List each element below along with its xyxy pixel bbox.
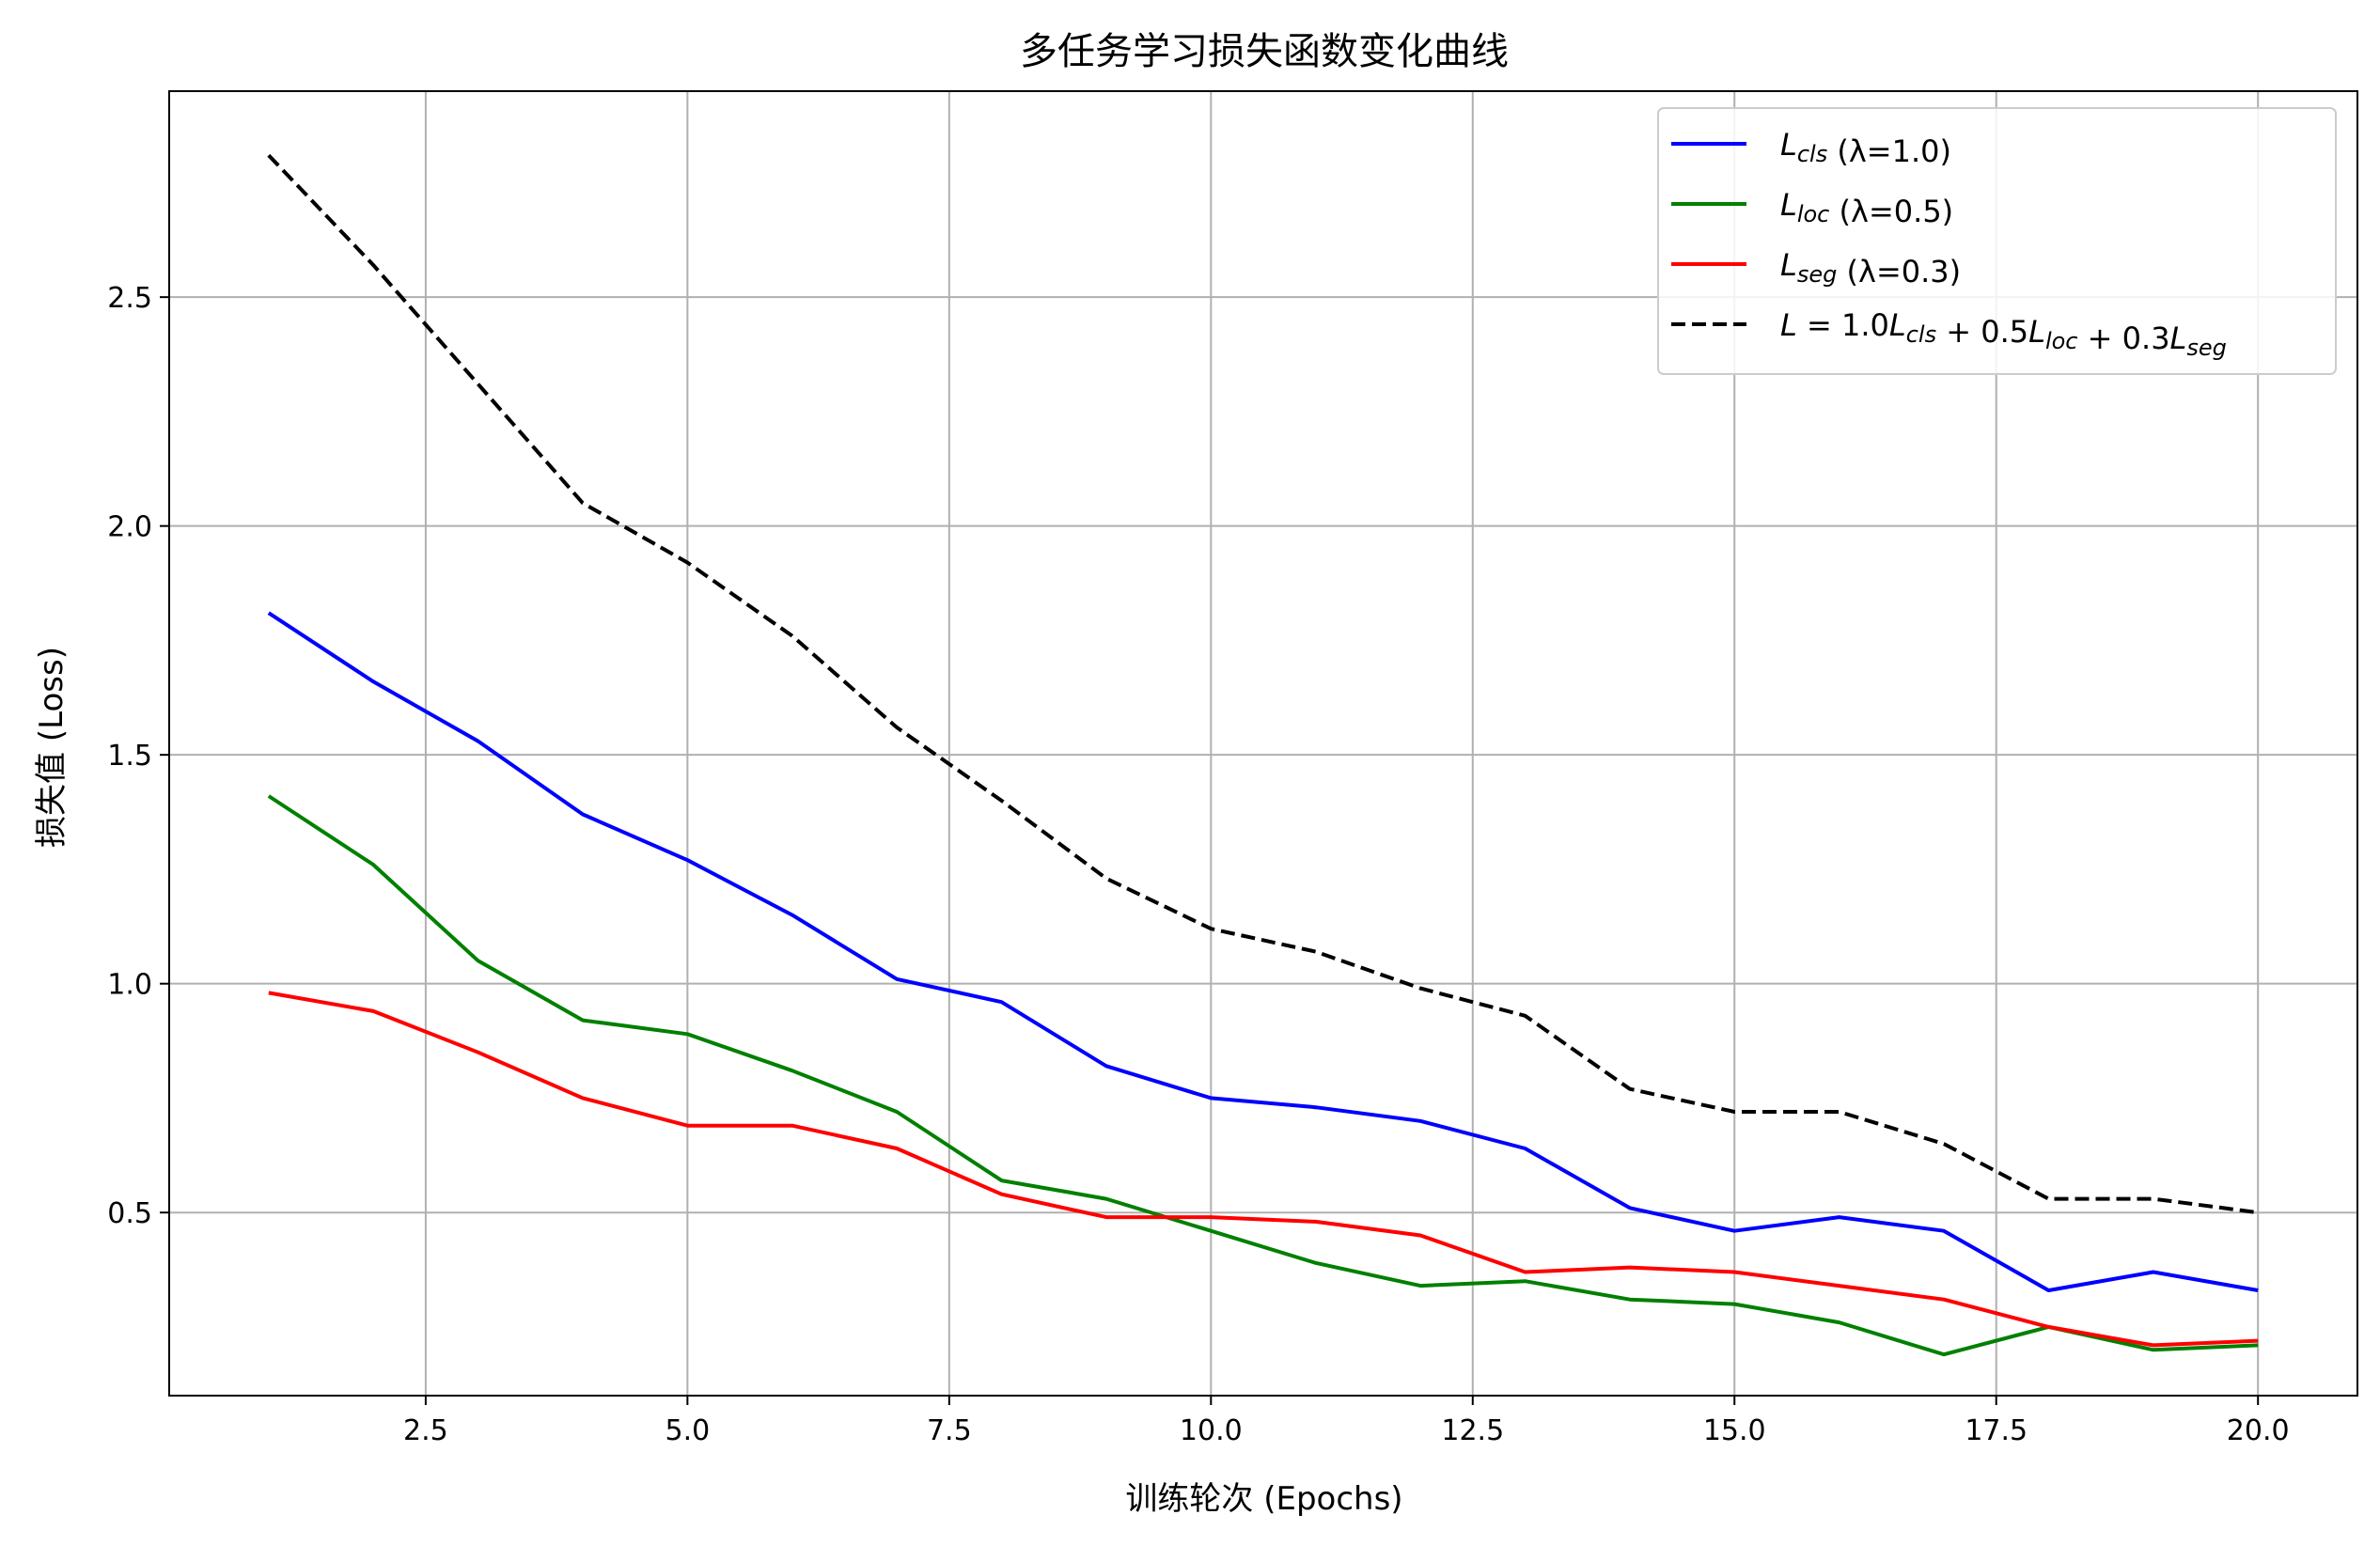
x-axis-ticks: 2.5 5.0 7.5 10.0 12.5 15.0 17.5 20.0 <box>403 1396 2290 1447</box>
series-line-1 <box>267 794 2259 1357</box>
x-tick-label: 15.0 <box>1703 1414 1766 1447</box>
chart-title: 多任务学习损失函数变化曲线 <box>1020 30 1509 73</box>
x-axis-label: 训练轮次 (Epochs) <box>1125 1480 1402 1518</box>
legend-entry-label: Lloc (λ=0.5) <box>1780 187 1953 229</box>
x-tick-label: 10.0 <box>1180 1414 1243 1447</box>
legend-entry-label: Lcls (λ=1.0) <box>1780 127 1951 169</box>
y-tick-label: 0.5 <box>107 1197 152 1230</box>
y-tick-label: 1.5 <box>107 740 152 773</box>
x-tick-label: 17.5 <box>1965 1414 2028 1447</box>
series-line-3 <box>267 153 2259 1215</box>
series-line-2 <box>268 991 2259 1348</box>
y-tick-label: 2.0 <box>107 511 152 544</box>
legend-entry-label: L = 1.0Lcls + 0.5Lloc + 0.3Lseg <box>1780 307 2227 361</box>
x-tick-label: 5.0 <box>665 1414 711 1447</box>
plot-area-frame <box>168 90 2358 1397</box>
x-tick-label: 7.5 <box>927 1414 972 1447</box>
y-axis-ticks: 0.5 1.0 1.5 2.0 2.5 <box>107 282 169 1230</box>
series-layer <box>267 153 2259 1357</box>
y-axis-label: 损失值 (Loss) <box>33 647 70 848</box>
legend-entry-label: Lseg (λ=0.3) <box>1780 247 1961 289</box>
y-tick-label: 1.0 <box>107 969 152 1002</box>
legend: Lcls (λ=1.0) Lloc (λ=0.5) Lseg (λ=0.3) L = … <box>1657 107 2337 375</box>
x-tick-label: 12.5 <box>1441 1414 1504 1447</box>
x-tick-label: 20.0 <box>2227 1414 2290 1447</box>
series-line-0 <box>267 611 2259 1292</box>
legend-box <box>1657 107 2337 375</box>
y-tick-label: 2.5 <box>107 282 152 315</box>
x-tick-label: 2.5 <box>403 1414 448 1447</box>
